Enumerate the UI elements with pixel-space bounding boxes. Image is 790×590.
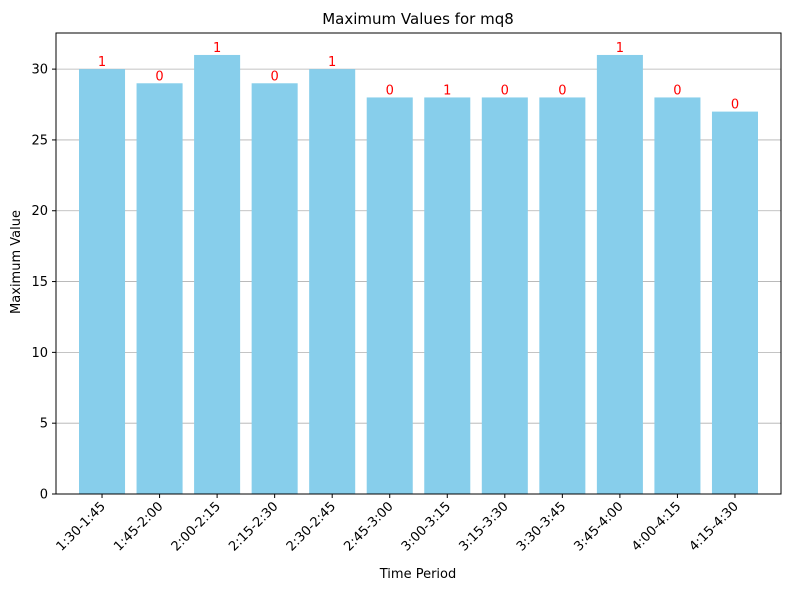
bar-4 <box>309 69 356 494</box>
bar-6 <box>424 97 471 494</box>
x-tick-label-4: 2:30-2:45 <box>284 499 339 554</box>
bar-label-10: 0 <box>673 83 681 98</box>
x-tick-label-1: 1:45-2:00 <box>111 499 166 554</box>
x-tick-label-0: 1:30-1:45 <box>54 499 109 554</box>
y-tick-label-3: 15 <box>31 275 48 290</box>
chart-title: Maximum Values for mq8 <box>322 10 514 28</box>
bar-0 <box>79 69 126 494</box>
x-tick-label-6: 3:00-3:15 <box>399 499 454 554</box>
x-tick-label-8: 3:30-3:45 <box>514 499 569 554</box>
x-tick-label-10: 4:00-4:15 <box>629 499 684 554</box>
bar-label-1: 0 <box>155 69 163 84</box>
bars <box>79 54 758 495</box>
bar-3 <box>251 83 298 495</box>
y-tick-label-5: 25 <box>31 133 48 148</box>
bar-11 <box>711 111 758 494</box>
y-tick-label-2: 10 <box>31 346 48 361</box>
x-tick-label-3: 2:15-2:30 <box>226 499 281 554</box>
y-ticks: 0 5 10 15 20 25 30 <box>31 63 56 503</box>
axes <box>55 32 782 495</box>
bar-label-5: 0 <box>386 83 394 98</box>
x-ticks: 1:30-1:45 1:45-2:00 2:00-2:15 2:15-2:30 2:30… <box>54 494 742 554</box>
bar-label-6: 1 <box>443 83 451 98</box>
bar-label-4: 1 <box>328 55 336 70</box>
bar-label-3: 0 <box>271 69 279 84</box>
bar-labels: 1 0 1 0 1 0 1 0 0 1 0 0 <box>98 41 739 113</box>
x-tick-label-5: 2:45-3:00 <box>341 499 396 554</box>
x-tick-label-9: 3:45-4:00 <box>572 499 627 554</box>
y-tick-label-6: 30 <box>31 63 48 78</box>
y-tick-label-1: 5 <box>40 417 48 432</box>
bar-5 <box>366 97 413 494</box>
y-tick-label-0: 0 <box>40 488 48 503</box>
bar-label-0: 1 <box>98 55 106 70</box>
y-tick-label-4: 20 <box>31 204 48 219</box>
bar-2 <box>194 54 241 494</box>
x-tick-label-11: 4:15-4:30 <box>687 499 742 554</box>
bar-label-2: 1 <box>213 41 221 56</box>
plot-frame <box>55 32 782 495</box>
bar-label-8: 0 <box>558 83 566 98</box>
bar-10 <box>654 97 701 494</box>
bar-1 <box>136 83 183 495</box>
bar-label-9: 1 <box>616 41 624 56</box>
x-axis-label: Time Period <box>379 567 456 582</box>
bar-label-7: 0 <box>501 83 509 98</box>
bar-9 <box>596 54 643 494</box>
bar-8 <box>539 97 586 494</box>
x-tick-label-7: 3:15-3:30 <box>456 499 511 554</box>
x-tick-label-2: 2:00-2:15 <box>169 499 224 554</box>
bar-label-11: 0 <box>731 98 739 113</box>
y-axis-label: Maximum Value <box>9 210 24 314</box>
bar-7 <box>481 97 528 494</box>
